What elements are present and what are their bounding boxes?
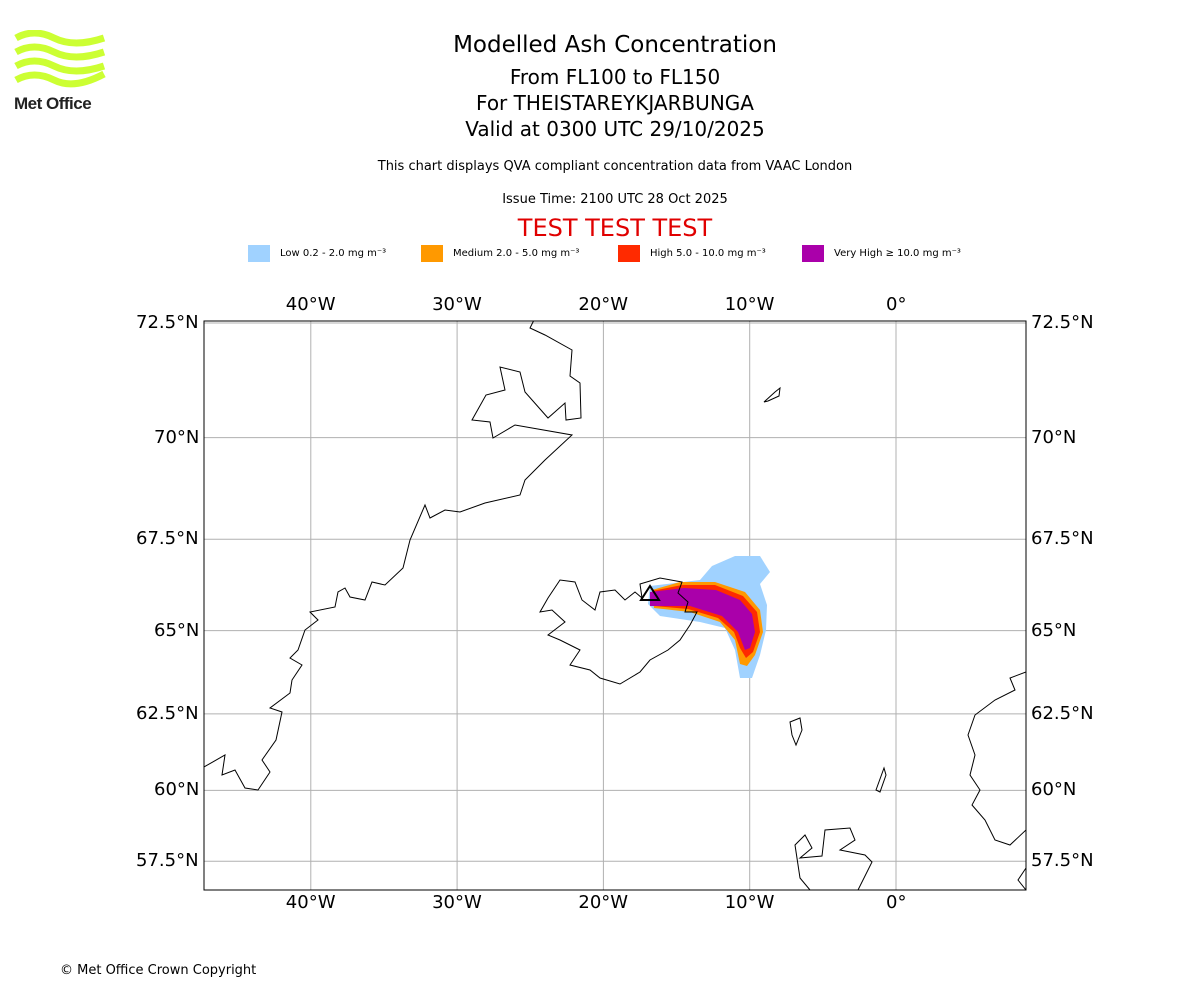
lon-label-bottom: 40°W [285,892,336,913]
legend-swatch [618,245,640,262]
valid-time: Valid at 0300 UTC 29/10/2025 [465,117,765,141]
lon-label-bottom: 30°W [432,892,482,913]
lat-label-left: 72.5°N [136,312,199,333]
coast-shetland [875,766,887,793]
lon-label-top: 30°W [432,294,482,315]
lat-label-left: 70°N [154,426,200,448]
flight-levels: From FL100 to FL150 [509,65,721,89]
legend-label: Low 0.2 - 2.0 mg m⁻³ [280,248,387,259]
chart-title: Modelled Ash Concentration [453,32,777,58]
lon-label-top: 20°W [578,294,629,315]
lon-label-bottom: 20°W [578,892,629,913]
lat-label-left: 62.5°N [136,702,199,724]
coast-iceland [539,577,698,685]
coast-greenland [204,321,582,791]
map-frame [203,320,1027,891]
met-office-logo: Met Office [14,29,106,114]
lat-label-right: 70°N [1031,426,1077,448]
lat-label-right: 67.5°N [1031,528,1094,550]
legend-very-high: Very High ≥ 10.0 mg m⁻³ [802,245,961,262]
copyright: © Met Office Crown Copyright [60,963,257,978]
coast-jan-mayen [763,386,781,403]
legend-swatch [421,245,443,262]
issue-time: Issue Time: 2100 UTC 28 Oct 2025 [502,192,728,207]
legend-label: High 5.0 - 10.0 mg m⁻³ [650,248,766,259]
graticule [204,321,1026,890]
coast-norway [967,671,1026,890]
coast-scotland [794,827,873,890]
lat-label-left: 60°N [154,779,200,801]
legend-label: Medium 2.0 - 5.0 mg m⁻³ [453,248,580,259]
lat-label-left: 57.5°N [136,850,199,872]
plume-very-high [650,588,755,650]
lon-label-top: 40°W [285,294,336,315]
legend-label: Very High ≥ 10.0 mg m⁻³ [834,248,961,259]
coast-faroes [789,717,803,747]
volcano-name: For THEISTAREYKJARBUNGA [476,91,754,115]
lon-label-top: 0° [886,294,907,315]
lat-label-left: 67.5°N [136,528,199,550]
lat-label-right: 57.5°N [1031,850,1094,872]
legend-swatch [248,245,270,262]
lat-label-right: 72.5°N [1031,312,1094,333]
logo-waves-icon [14,29,106,88]
legend-swatch [802,245,824,262]
ash-plume [648,556,770,678]
coastlines [204,321,1026,890]
lat-label-right: 62.5°N [1031,702,1094,724]
lat-label-left: 65°N [154,619,200,641]
legend-medium: Medium 2.0 - 5.0 mg m⁻³ [421,245,579,262]
lat-label-right: 65°N [1031,619,1077,641]
lon-label-top: 10°W [724,294,775,315]
description: This chart displays QVA compliant concen… [377,159,853,174]
lat-label-right: 60°N [1031,779,1077,801]
legend-high: High 5.0 - 10.0 mg m⁻³ [618,245,766,262]
volcano-marker-icon [639,584,661,601]
lon-label-bottom: 10°W [724,892,775,913]
legend-low: Low 0.2 - 2.0 mg m⁻³ [248,245,386,262]
lon-label-bottom: 0° [886,892,907,913]
test-banner: TEST TEST TEST [517,214,713,242]
logo-text: Met Office [14,94,92,113]
